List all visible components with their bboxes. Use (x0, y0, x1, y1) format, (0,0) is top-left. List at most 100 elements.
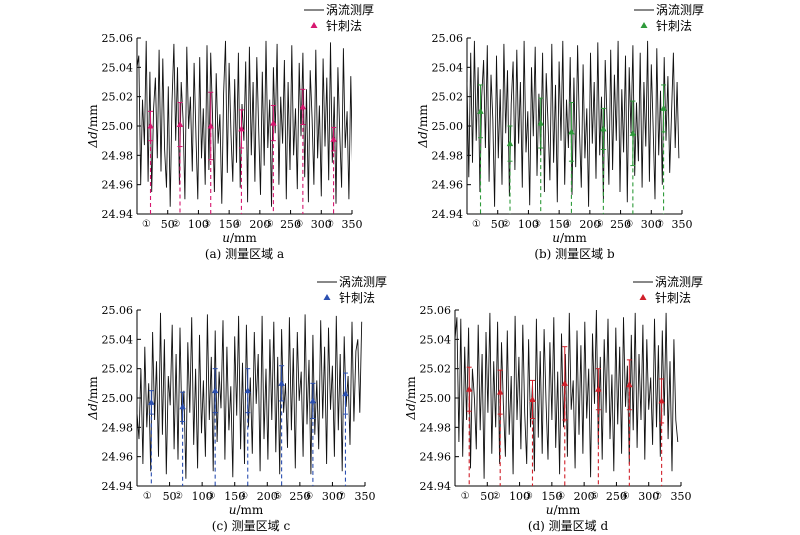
y-tick-label: 24.96 (102, 179, 134, 192)
y-tick-label: 24.96 (102, 451, 134, 464)
x-axis-label-unit: /mm (230, 231, 257, 245)
y-axis-label-unit: /mm (416, 104, 430, 131)
x-axis-label: u/mm (546, 503, 581, 517)
y-tick-label: 25.02 (432, 91, 464, 104)
point-number-label: ⑦ (325, 219, 334, 230)
legend-marker-swatch (639, 294, 647, 300)
x-axis-label-unit: /mm (236, 503, 263, 517)
point-number-label: ⑤ (265, 219, 274, 230)
needle-marker (244, 387, 251, 394)
x-axis-label: u/mm (552, 231, 587, 245)
point-number-label: ① (461, 491, 470, 502)
y-tick-label: 24.98 (420, 421, 452, 434)
legend-eddy-label: 涡流测厚 (656, 3, 704, 17)
y-axis-label: Δd/mm (416, 104, 430, 149)
y-axis-label: Δd/mm (404, 376, 418, 421)
y-tick-label: 25.04 (420, 333, 452, 346)
point-number-label: ⑦ (653, 491, 662, 502)
plot-area (455, 309, 679, 486)
y-tick-label: 25.04 (432, 61, 464, 74)
legend-needle-label: 针刺法 (655, 290, 691, 305)
legend-eddy-label: 涡流测厚 (326, 3, 374, 17)
y-tick-label: 24.98 (102, 149, 134, 162)
x-tick-label: 150 (541, 490, 562, 503)
needle-marker (561, 379, 568, 386)
x-tick-label: 300 (641, 218, 662, 231)
needle-marker (238, 125, 245, 132)
x-tick-label: 150 (549, 218, 570, 231)
x-tick-label: 350 (672, 218, 693, 231)
y-tick-label: 25.04 (102, 333, 134, 346)
y-tick-label: 24.94 (102, 208, 134, 221)
x-axis-label-var: u (222, 231, 230, 245)
y-tick-label: 24.94 (432, 208, 464, 221)
x-tick-label: 350 (342, 218, 363, 231)
point-number-label: ⑦ (337, 491, 346, 502)
y-tick-label: 25.06 (432, 32, 464, 45)
needle-marker (506, 140, 514, 147)
x-axis-label: u/mm (229, 503, 264, 517)
x-tick-label: 250 (280, 218, 301, 231)
needle-marker (309, 397, 317, 404)
needle-marker (529, 395, 536, 402)
x-tick-label: 200 (579, 218, 600, 231)
chart-panel-d: 24.94 24.96 24.98 25.00 25.02 25.04 25.06 50 100… (404, 275, 703, 533)
x-axis-label: u/mm (222, 231, 257, 245)
legend-marker-swatch (310, 22, 318, 28)
y-axis-label-var: Δd (86, 403, 100, 421)
y-tick-label: 24.94 (102, 480, 134, 493)
panel-caption: (d) 测量区域 d (528, 519, 609, 533)
needle-marker (497, 388, 504, 395)
point-number-label: ⑦ (655, 219, 664, 230)
x-tick-label: 50 (491, 218, 505, 231)
plot-area (467, 40, 680, 214)
x-tick-label: 100 (192, 490, 213, 503)
point-number-label: ⑥ (294, 219, 303, 230)
needle-marker (626, 381, 633, 388)
point-number-label: ④ (563, 219, 572, 230)
y-tick-label: 24.94 (420, 480, 452, 493)
needle-marker (207, 122, 214, 129)
x-tick-label: 150 (219, 218, 240, 231)
y-tick-label: 25.06 (420, 304, 452, 317)
x-tick-label: 300 (638, 490, 659, 503)
x-axis-label-var: u (229, 503, 237, 517)
y-axis-label-unit: /mm (404, 376, 418, 403)
x-axis-label-unit: /mm (560, 231, 587, 245)
point-number-label: ② (502, 219, 511, 230)
x-axis-label-var: u (546, 503, 554, 517)
point-number-label: ④ (233, 219, 242, 230)
point-number-label: ⑥ (304, 491, 313, 502)
x-tick-label: 300 (311, 218, 332, 231)
y-tick-label: 25.02 (420, 363, 452, 376)
y-tick-label: 25.04 (102, 61, 134, 74)
point-number-label: ① (142, 219, 151, 230)
y-tick-label: 25.00 (102, 120, 134, 133)
chart-panel-c: 24.94 24.96 24.98 25.00 25.02 25.04 25.06 50 100… (86, 275, 387, 533)
y-axis-label: Δd/mm (86, 104, 100, 149)
legend-eddy-label: 涡流测厚 (655, 275, 703, 289)
eddy-series-line (455, 309, 679, 479)
needle-marker (299, 103, 307, 110)
x-tick-label: 100 (518, 218, 539, 231)
y-tick-label: 25.06 (102, 32, 134, 45)
legend-marker-swatch (323, 294, 331, 300)
x-tick-label: 100 (188, 218, 209, 231)
y-tick-label: 24.96 (432, 179, 464, 192)
x-tick-label: 50 (163, 490, 177, 503)
x-tick-label: 150 (224, 490, 245, 503)
point-number-label: ③ (207, 491, 216, 502)
x-tick-label: 250 (289, 490, 310, 503)
x-tick-label: 250 (606, 490, 627, 503)
point-number-label: ⑤ (273, 491, 282, 502)
point-number-label: ⑤ (595, 219, 604, 230)
needle-marker (568, 128, 575, 135)
needle-marker (176, 121, 184, 128)
y-tick-label: 24.98 (432, 149, 464, 162)
x-tick-label: 350 (671, 490, 692, 503)
